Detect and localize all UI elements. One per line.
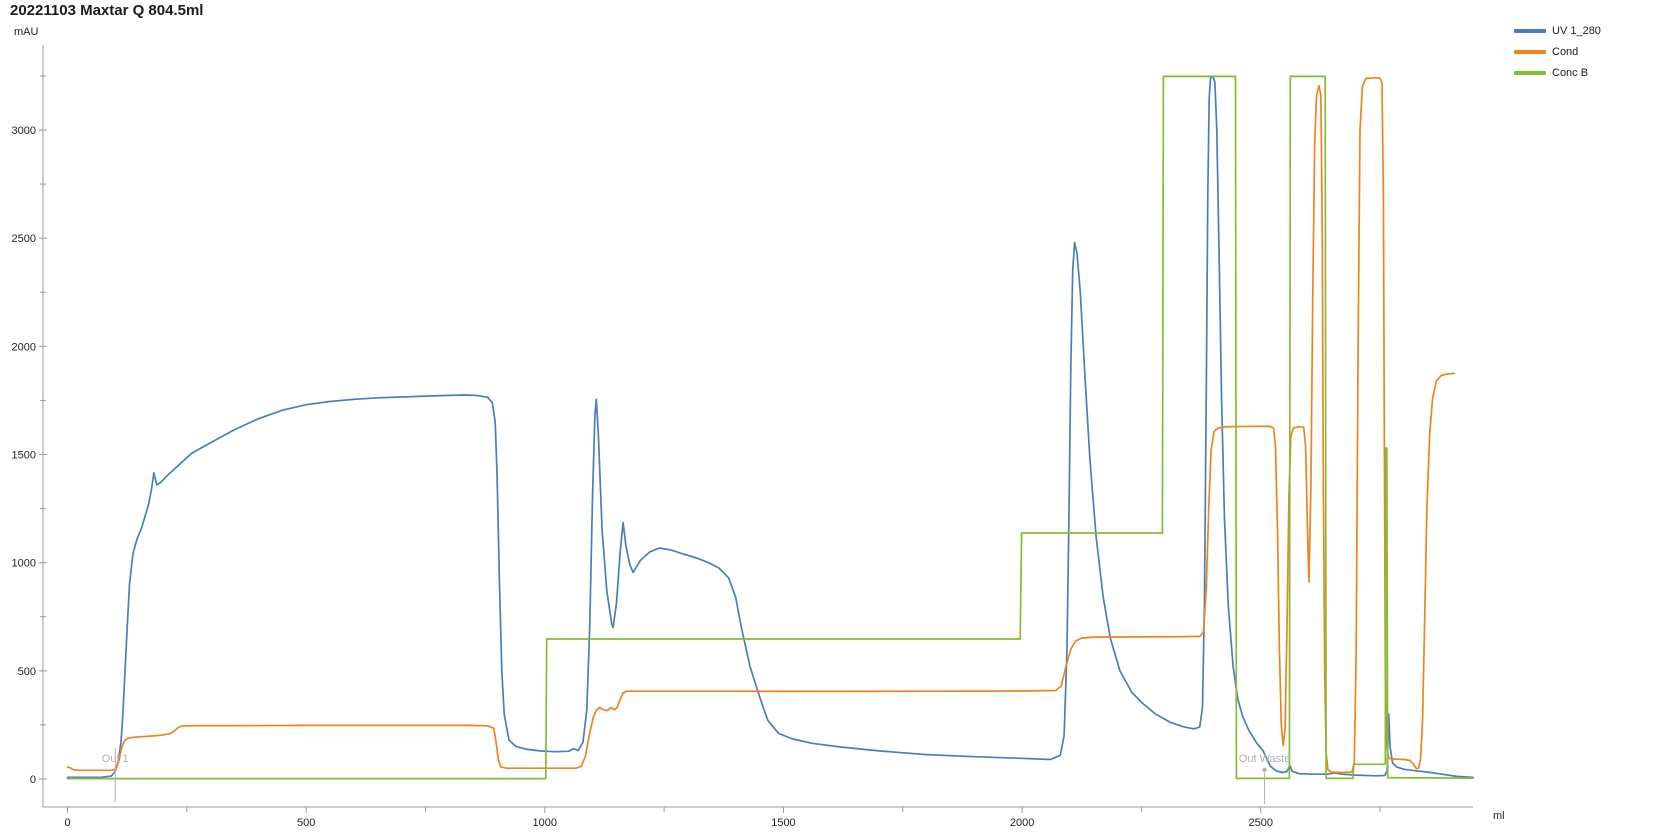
x-tick-label: 0 xyxy=(64,817,70,829)
axes: 0 500 1000 1500 2000 2500 3000 0 500 1000 1500 2000… xyxy=(12,45,1473,829)
y-tick-label: 1500 xyxy=(12,450,36,462)
x-tick-label: 2000 xyxy=(1010,817,1034,829)
y-tick-label: 2000 xyxy=(12,341,36,353)
y-tick-label: 1000 xyxy=(12,558,36,570)
series-curves xyxy=(66,75,1474,780)
legend-swatch xyxy=(1514,50,1546,54)
legend-label: Conc B xyxy=(1552,67,1589,79)
y-tick-label: 3000 xyxy=(12,125,36,137)
series-line-uv-1-280 xyxy=(66,75,1474,779)
legend-item-uv-1-280[interactable]: UV 1_280 xyxy=(1514,25,1601,37)
legend-swatch xyxy=(1514,29,1546,33)
legend-item-conc-b[interactable]: Conc B xyxy=(1514,67,1601,79)
legend-swatch xyxy=(1514,71,1546,75)
y-tick-label: 0 xyxy=(30,774,36,786)
legend: UV 1_280 Cond Conc B xyxy=(1514,25,1601,79)
y-axis-unit-label: mAU xyxy=(14,26,39,38)
x-tick-label: 2500 xyxy=(1249,817,1273,829)
chart-title: 20221103 Maxtar Q 804.5ml xyxy=(10,2,204,19)
legend-label: UV 1_280 xyxy=(1552,25,1601,37)
y-tick-label: 500 xyxy=(18,666,36,678)
x-axis-unit-label: ml xyxy=(1493,810,1505,822)
y-tick-label: 2500 xyxy=(12,233,36,245)
legend-item-cond[interactable]: Cond xyxy=(1514,46,1601,58)
x-tick-label: 500 xyxy=(297,817,315,829)
event-annotations: Out 1 Out Waste xyxy=(102,748,1291,804)
annotation-marker-dot xyxy=(1262,767,1267,773)
x-tick-label: 1500 xyxy=(771,817,795,829)
series-line-cond xyxy=(66,76,1455,774)
x-tick-label: 1000 xyxy=(533,817,557,829)
series-line-conc-b xyxy=(66,75,1474,780)
legend-label: Cond xyxy=(1552,46,1579,58)
annotation-label: Out Waste xyxy=(1239,753,1291,765)
